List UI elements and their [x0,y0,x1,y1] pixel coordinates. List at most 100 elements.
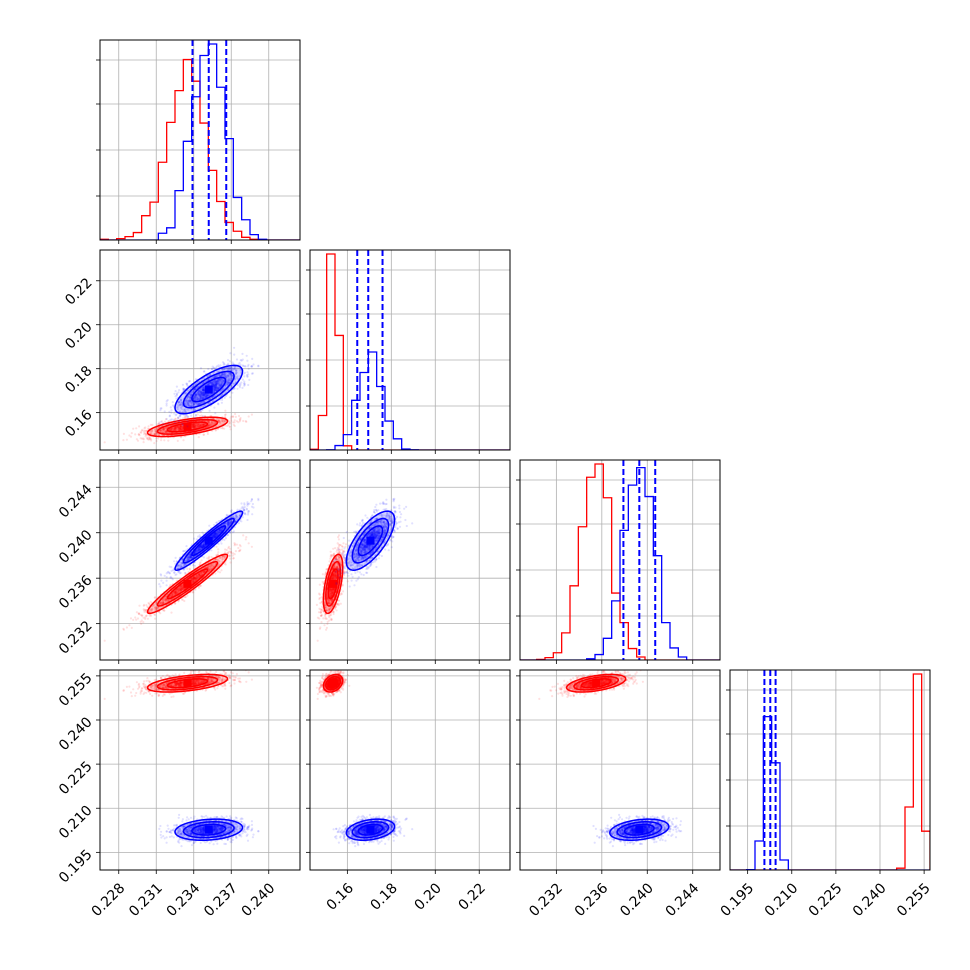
y-tick-label: 0.22 [62,275,95,308]
sample-point [160,428,163,431]
sample-point [207,382,210,385]
sample-point [198,424,201,427]
sample-point [161,431,164,434]
sample-point [202,388,205,391]
sample-point [221,420,224,423]
sample-point [193,426,196,429]
sample-point [201,387,204,390]
sample-point [190,392,193,395]
panel-content [310,250,510,450]
sample-point [153,613,157,617]
sample-point [199,411,202,414]
sample-point [219,422,222,425]
sample-point [189,399,192,402]
sample-point [218,374,221,377]
sample-point [200,391,203,394]
sample-point [179,425,182,428]
sample-point [242,364,245,368]
sample-point [141,428,144,431]
sample-point [129,617,133,620]
sample-point [202,422,206,426]
sample-point [170,428,173,431]
sample-point [206,420,209,423]
sample-point [217,424,220,427]
sample-point [197,389,200,392]
sample-point [214,388,217,391]
sample-point [218,384,221,387]
sample-point [207,367,210,371]
sample-point [204,420,207,423]
panel-1-1 [306,249,511,454]
sample-point [174,426,177,429]
sample-point [193,425,196,428]
sample-point [179,425,182,428]
histogram-series-0 [310,253,510,450]
sample-point [186,401,189,404]
sample-point [223,379,226,382]
sample-point [227,423,230,426]
sample-point [165,584,168,587]
sample-point [178,427,181,430]
sample-point [181,426,184,429]
sample-point [160,428,163,431]
sample-point [207,424,211,427]
sample-point [214,388,217,391]
sample-point [155,432,158,435]
sample-point [174,395,177,398]
sample-point [211,380,214,383]
sample-point [191,426,194,429]
sample-point [163,429,166,432]
sample-point [155,431,158,434]
sample-point [175,426,178,429]
sample-point [216,374,219,377]
sample-point [211,420,214,423]
sample-point [198,414,201,418]
sample-point [145,429,148,432]
sample-point [196,425,199,428]
sample-point [251,357,254,360]
sample-point [213,406,216,409]
sample-point [145,437,149,440]
sample-point [139,437,142,440]
sample-point [186,567,189,571]
sample-point [178,425,181,428]
sample-point [197,424,200,427]
sample-point [192,423,195,426]
sample-point [209,423,212,426]
sample-point [137,433,141,436]
sample-point [216,380,219,383]
sample-point [198,393,201,396]
sample-point [187,395,190,398]
sample-point [138,425,141,428]
sample-point [239,418,242,421]
sample-point [206,425,209,428]
sample-point [143,431,146,434]
sample-point [218,420,221,423]
sample-point [148,436,151,439]
sample-point [143,427,146,430]
sample-point [201,392,204,395]
sample-point [250,372,254,375]
sample-point [165,431,168,434]
sample-point [181,427,184,430]
sample-point [178,426,181,429]
sample-point [212,390,215,393]
sample-point [147,425,150,428]
sample-point [198,393,201,396]
sample-point [147,601,150,605]
sample-point [202,388,205,392]
sample-point [163,439,166,442]
sample-point [178,420,181,423]
sample-point [172,428,176,431]
sample-point [142,429,145,432]
sample-point [196,413,199,416]
sample-point [206,432,209,436]
sample-point [182,387,185,390]
sample-point [145,433,148,436]
sample-point [179,428,182,431]
sample-point [214,375,217,378]
sample-point [192,407,196,410]
sample-point [197,425,200,428]
sample-point [195,424,198,427]
sample-point [144,429,147,432]
